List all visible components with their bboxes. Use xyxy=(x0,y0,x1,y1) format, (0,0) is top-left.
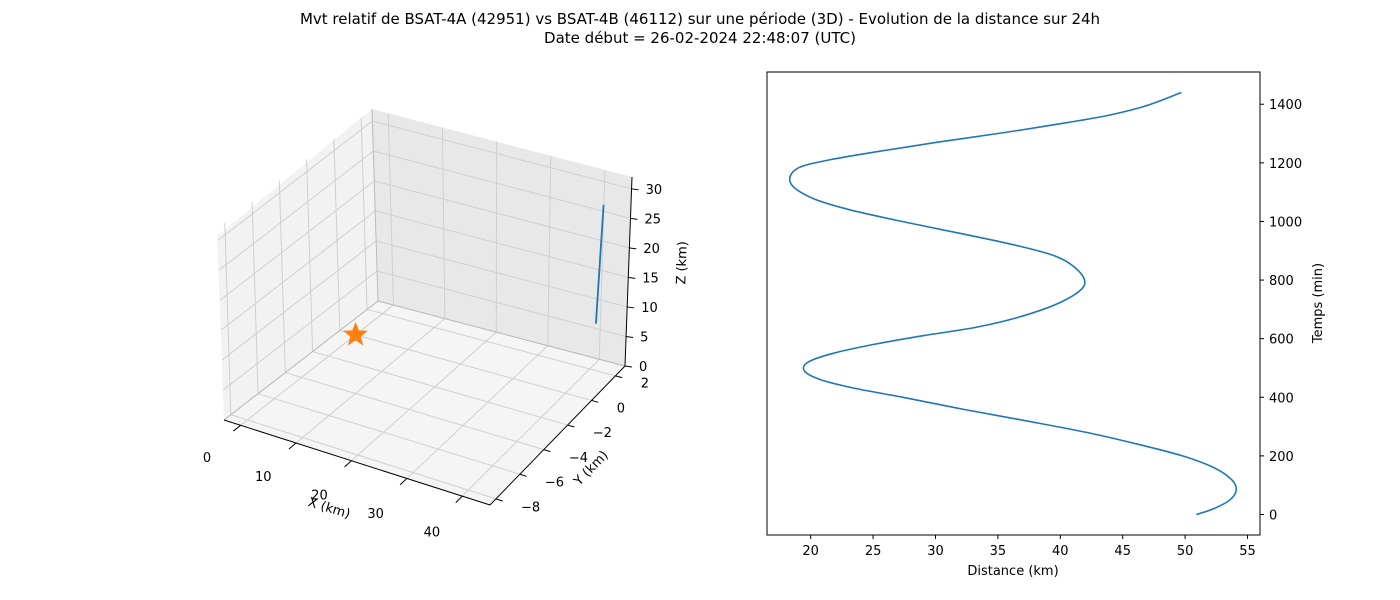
z-tick-label: 20 xyxy=(643,242,660,257)
time-tick-label: 0 xyxy=(1269,508,1277,523)
z-tick-label: 0 xyxy=(639,360,647,375)
distance-tick-label: 20 xyxy=(802,544,819,559)
reference-star-marker xyxy=(343,321,368,346)
distance-tick-label: 45 xyxy=(1114,544,1131,559)
y-tick-label: −6 xyxy=(545,476,564,491)
distance-tick-label: 55 xyxy=(1239,544,1256,559)
time-tick-label: 1200 xyxy=(1269,157,1302,172)
x-axis-line xyxy=(223,419,491,506)
distance-tick-label: 25 xyxy=(865,544,882,559)
time-tick-label: 400 xyxy=(1269,391,1294,406)
time-tick-label: 800 xyxy=(1269,274,1294,289)
z-tick-label: 15 xyxy=(642,271,659,286)
axis-lines-3d xyxy=(223,176,633,506)
z-tick-label: 10 xyxy=(641,301,658,316)
z-tick xyxy=(626,335,634,338)
time-tick-label: 200 xyxy=(1269,450,1294,465)
x-tick xyxy=(233,424,241,432)
pane-back xyxy=(372,109,632,366)
x-tick xyxy=(288,442,297,450)
x-tick-label: 30 xyxy=(367,507,384,522)
relative-motion-line xyxy=(595,204,605,324)
x-tick xyxy=(399,478,408,486)
figure-title: Mvt relatif de BSAT-4A (42951) vs BSAT-4… xyxy=(299,10,1101,28)
z-tick-label: 5 xyxy=(640,330,648,345)
distance-axis-label: Distance (km) xyxy=(967,564,1058,579)
y-tick-label: −2 xyxy=(593,426,612,441)
distance-tick-label: 30 xyxy=(927,544,944,559)
series-3d xyxy=(343,204,605,346)
x-axis-label: X (km) xyxy=(306,495,352,522)
y-tick xyxy=(615,375,623,379)
y-tick xyxy=(567,424,575,428)
time-axis-label: Temps (min) xyxy=(1311,263,1326,344)
z-axis-label: Z (km) xyxy=(674,241,691,285)
y-tick-label: −8 xyxy=(521,501,540,516)
x-tick-label: 10 xyxy=(255,470,272,485)
x-tick-label: 20 xyxy=(311,488,328,503)
time-tick-label: 600 xyxy=(1269,333,1294,348)
distance-tick-label: 40 xyxy=(1052,544,1069,559)
time-tick-label: 1400 xyxy=(1269,98,1302,113)
y-tick-label: 2 xyxy=(641,377,649,392)
x-tick xyxy=(455,495,463,504)
ticks-2d: 20 25 30 35 40 45 50 55 0 200 400 600 800 1000 1200 140… xyxy=(802,98,1302,559)
z-tick xyxy=(627,306,635,309)
y-tick xyxy=(519,473,527,477)
y-tick xyxy=(591,399,599,403)
distance-series-line xyxy=(788,91,1238,516)
z-tick-label: 30 xyxy=(646,183,663,198)
y-tick-label: 0 xyxy=(617,401,625,416)
pane-left xyxy=(217,109,378,420)
z-tick xyxy=(630,217,638,220)
plot-frame xyxy=(766,71,1261,536)
z-tick xyxy=(631,188,639,191)
z-tick xyxy=(629,247,637,250)
pane-edges xyxy=(223,108,626,421)
x-tick-label: 0 xyxy=(203,451,211,466)
time-tick-label: 1000 xyxy=(1269,215,1302,230)
z-tick xyxy=(624,365,633,368)
z-axis-line xyxy=(624,176,633,367)
distance-tick-label: 35 xyxy=(990,544,1007,559)
distance-tick-label: 50 xyxy=(1177,544,1194,559)
y-axis-line xyxy=(489,365,626,506)
y-tick-label: −4 xyxy=(569,451,588,466)
figure-title-block: Mvt relatif de BSAT-4A (42951) vs BSAT-4… xyxy=(0,10,1400,48)
y-tick xyxy=(495,498,503,502)
y-tick xyxy=(543,449,551,453)
panel-2d: 20 25 30 35 40 45 50 55 0 200 400 600 800 1000 1200 140… xyxy=(766,71,1326,579)
z-tick xyxy=(628,276,636,279)
figure-subtitle: Date début = 26-02-2024 22:48:07 (UTC) xyxy=(544,29,856,47)
x-tick-label: 40 xyxy=(424,525,441,540)
z-tick-label: 25 xyxy=(644,212,661,227)
x-tick xyxy=(344,460,352,468)
